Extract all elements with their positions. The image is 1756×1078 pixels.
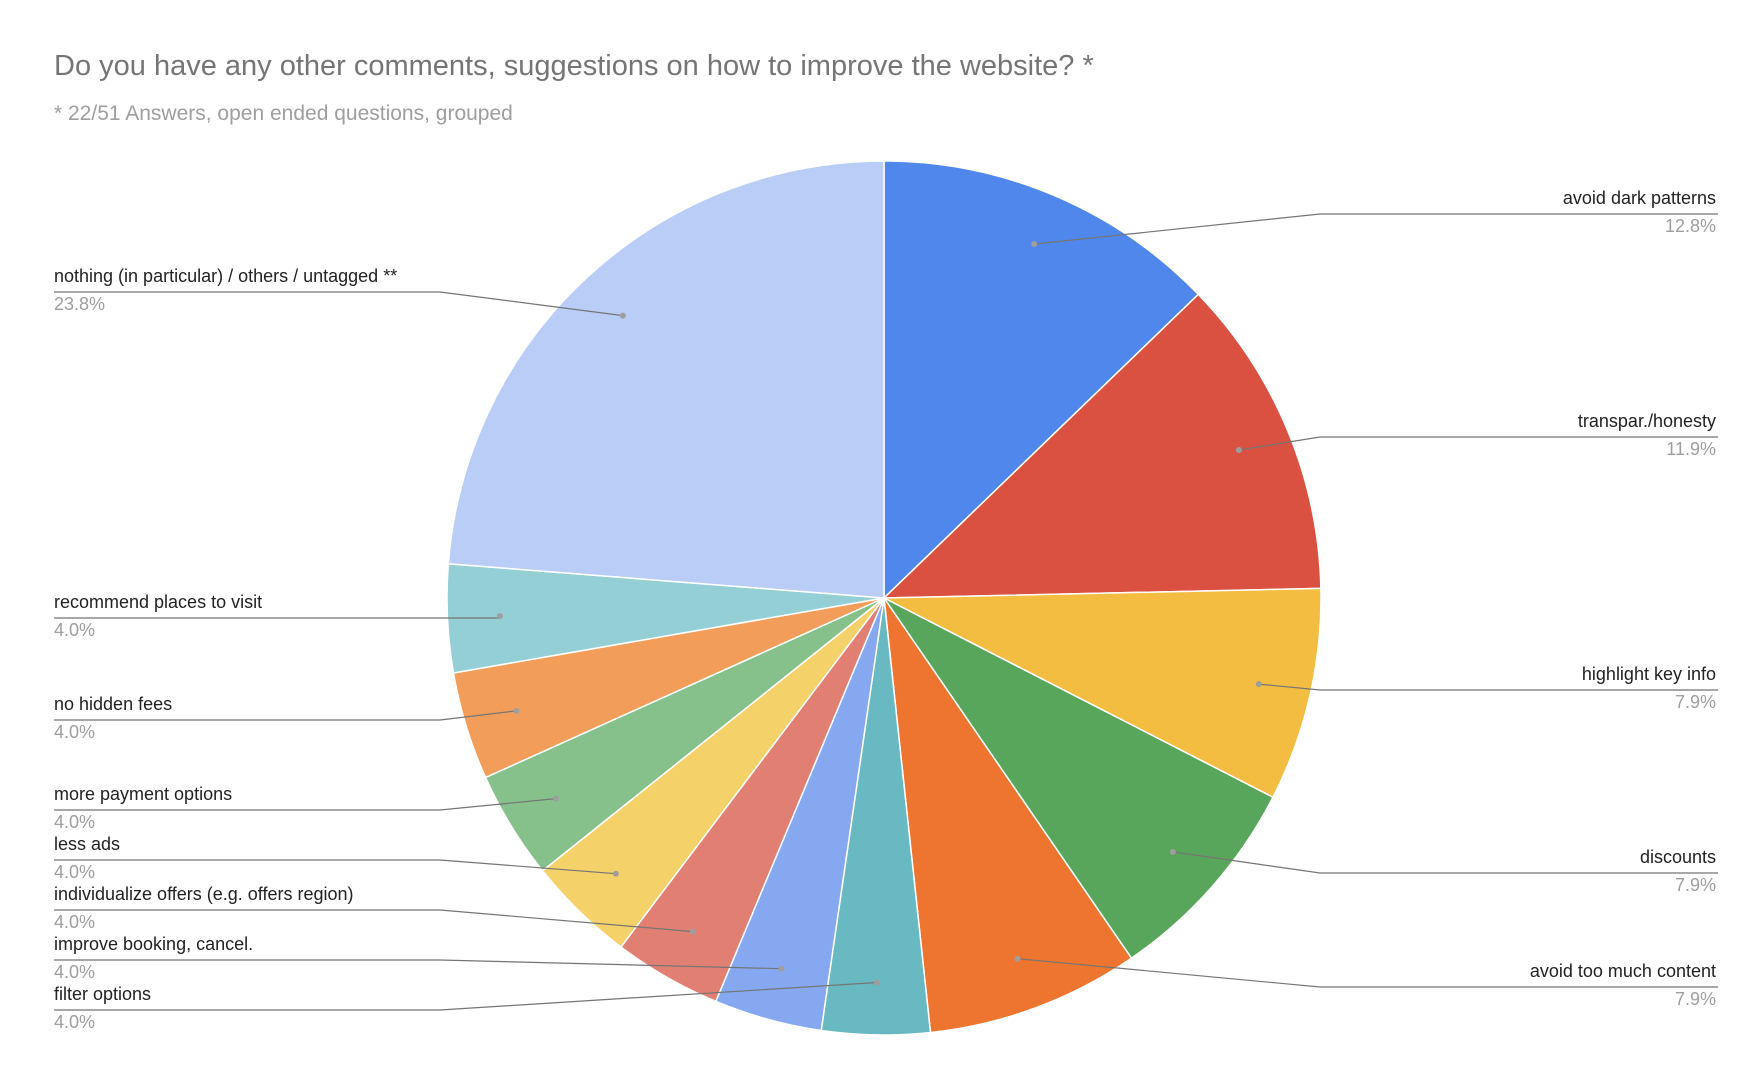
slice-percent-7: 4.0% (54, 912, 95, 932)
leader-dot-10 (513, 707, 520, 714)
leader-dot-8 (612, 870, 619, 877)
leader-dot-12 (619, 312, 626, 319)
slice-label-12: nothing (in particular) / others / untag… (54, 266, 397, 286)
slice-percent-9: 4.0% (54, 812, 95, 832)
slice-percent-10: 4.0% (54, 722, 95, 742)
slice-label-0: avoid dark patterns (1563, 188, 1716, 208)
leader-dot-2 (1255, 681, 1262, 688)
leader-line-5 (54, 981, 877, 1011)
pie-slice-12 (447, 160, 885, 599)
pie-slice-0 (883, 160, 1200, 600)
leader-dot-0 (1031, 241, 1038, 247)
slice-percent-1: 11.9% (1666, 439, 1716, 459)
leader-dot-5 (873, 979, 880, 986)
chart-subtitle: * 22/51 Answers, open ended questions, g… (54, 102, 513, 125)
slice-percent-11: 4.0% (54, 620, 95, 640)
slice-label-9: more payment options (54, 784, 232, 804)
slice-percent-2: 7.9% (1675, 692, 1716, 712)
leader-line-2 (1258, 683, 1718, 691)
leader-line-6 (54, 959, 782, 970)
slice-label-7: individualize offers (e.g. offers region… (54, 884, 354, 904)
slice-percent-8: 4.0% (54, 862, 95, 882)
leader-line-12 (54, 291, 623, 317)
pie-slice-1 (882, 293, 1322, 599)
pie-slice-3 (883, 597, 1274, 960)
leader-line-8 (54, 859, 616, 875)
slice-label-1: transpar./honesty (1578, 411, 1716, 431)
leader-line-4 (1017, 958, 1718, 988)
leader-line-7 (54, 909, 693, 933)
leader-line-10 (54, 710, 517, 721)
slice-percent-4: 7.9% (1675, 989, 1716, 1009)
pie-slice-2 (883, 587, 1322, 799)
slice-label-4: avoid too much content (1530, 961, 1716, 981)
chart-title: Do you have any other comments, suggesti… (54, 50, 1094, 82)
pie-slice-4 (883, 597, 1133, 1034)
slice-percent-0: 12.8% (1665, 216, 1716, 236)
slice-label-3: discounts (1640, 847, 1716, 867)
slice-label-10: no hidden fees (54, 694, 172, 714)
leader-line-9 (54, 798, 556, 811)
leader-dot-3 (1169, 848, 1176, 855)
slice-percent-3: 7.9% (1675, 875, 1716, 895)
leader-dot-9 (552, 795, 559, 802)
slice-label-11: recommend places to visit (54, 592, 262, 612)
leader-line-1 (1238, 436, 1718, 451)
slice-percent-5: 4.0% (54, 1012, 95, 1032)
leader-dot-4 (1014, 955, 1021, 962)
slice-label-5: filter options (54, 984, 151, 1004)
slice-percent-6: 4.0% (54, 962, 95, 982)
leader-line-0 (1034, 213, 1718, 245)
leader-dot-1 (1235, 447, 1242, 453)
leader-dot-6 (778, 965, 785, 972)
leader-line-3 (1172, 851, 1718, 874)
slice-label-8: less ads (54, 834, 120, 854)
leader-dot-11 (496, 613, 503, 620)
slice-label-2: highlight key info (1582, 664, 1716, 684)
slice-percent-12: 23.8% (54, 294, 105, 314)
slice-label-6: improve booking, cancel. (54, 934, 253, 954)
leader-dot-7 (689, 928, 696, 935)
